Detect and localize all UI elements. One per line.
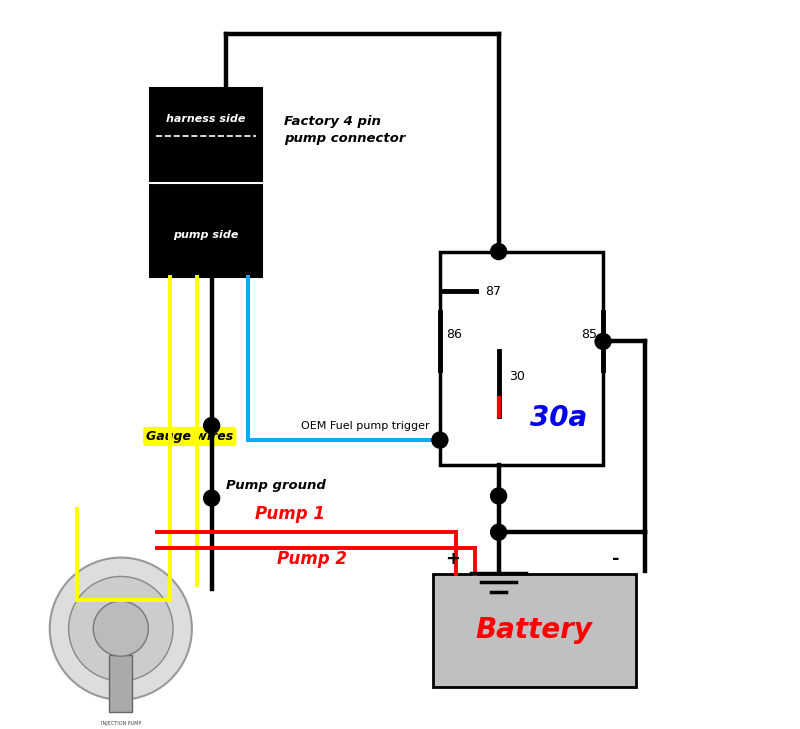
Circle shape: [69, 577, 173, 681]
Circle shape: [490, 488, 506, 504]
Circle shape: [204, 490, 220, 506]
Text: Factory 4 pin
pump connector: Factory 4 pin pump connector: [284, 115, 406, 145]
Text: 86: 86: [446, 327, 462, 340]
Text: Pump ground: Pump ground: [226, 479, 326, 492]
Bar: [150, 183, 262, 277]
Text: INJECTION PUMP: INJECTION PUMP: [101, 722, 141, 727]
Circle shape: [204, 418, 220, 434]
Bar: [110, 655, 133, 712]
Text: harness side: harness side: [166, 114, 246, 124]
Circle shape: [94, 601, 148, 656]
Circle shape: [490, 243, 506, 260]
Text: Pump 1: Pump 1: [255, 504, 325, 523]
Text: Battery: Battery: [476, 617, 593, 644]
Text: -: -: [612, 550, 619, 569]
Text: 85: 85: [582, 327, 598, 340]
Circle shape: [490, 524, 506, 540]
Circle shape: [432, 432, 448, 448]
Text: Gauge wires: Gauge wires: [146, 430, 234, 443]
Text: 30a: 30a: [530, 405, 588, 432]
Bar: [150, 88, 262, 183]
Bar: [433, 574, 636, 687]
Circle shape: [595, 333, 611, 349]
Text: pump side: pump side: [174, 230, 238, 241]
Text: OEM Fuel pump trigger: OEM Fuel pump trigger: [301, 421, 430, 432]
Text: 30: 30: [510, 370, 526, 383]
Bar: [440, 252, 603, 466]
Text: Pump 2: Pump 2: [277, 550, 346, 568]
Circle shape: [50, 558, 192, 700]
Text: +: +: [446, 550, 461, 569]
Text: 87: 87: [486, 285, 502, 298]
